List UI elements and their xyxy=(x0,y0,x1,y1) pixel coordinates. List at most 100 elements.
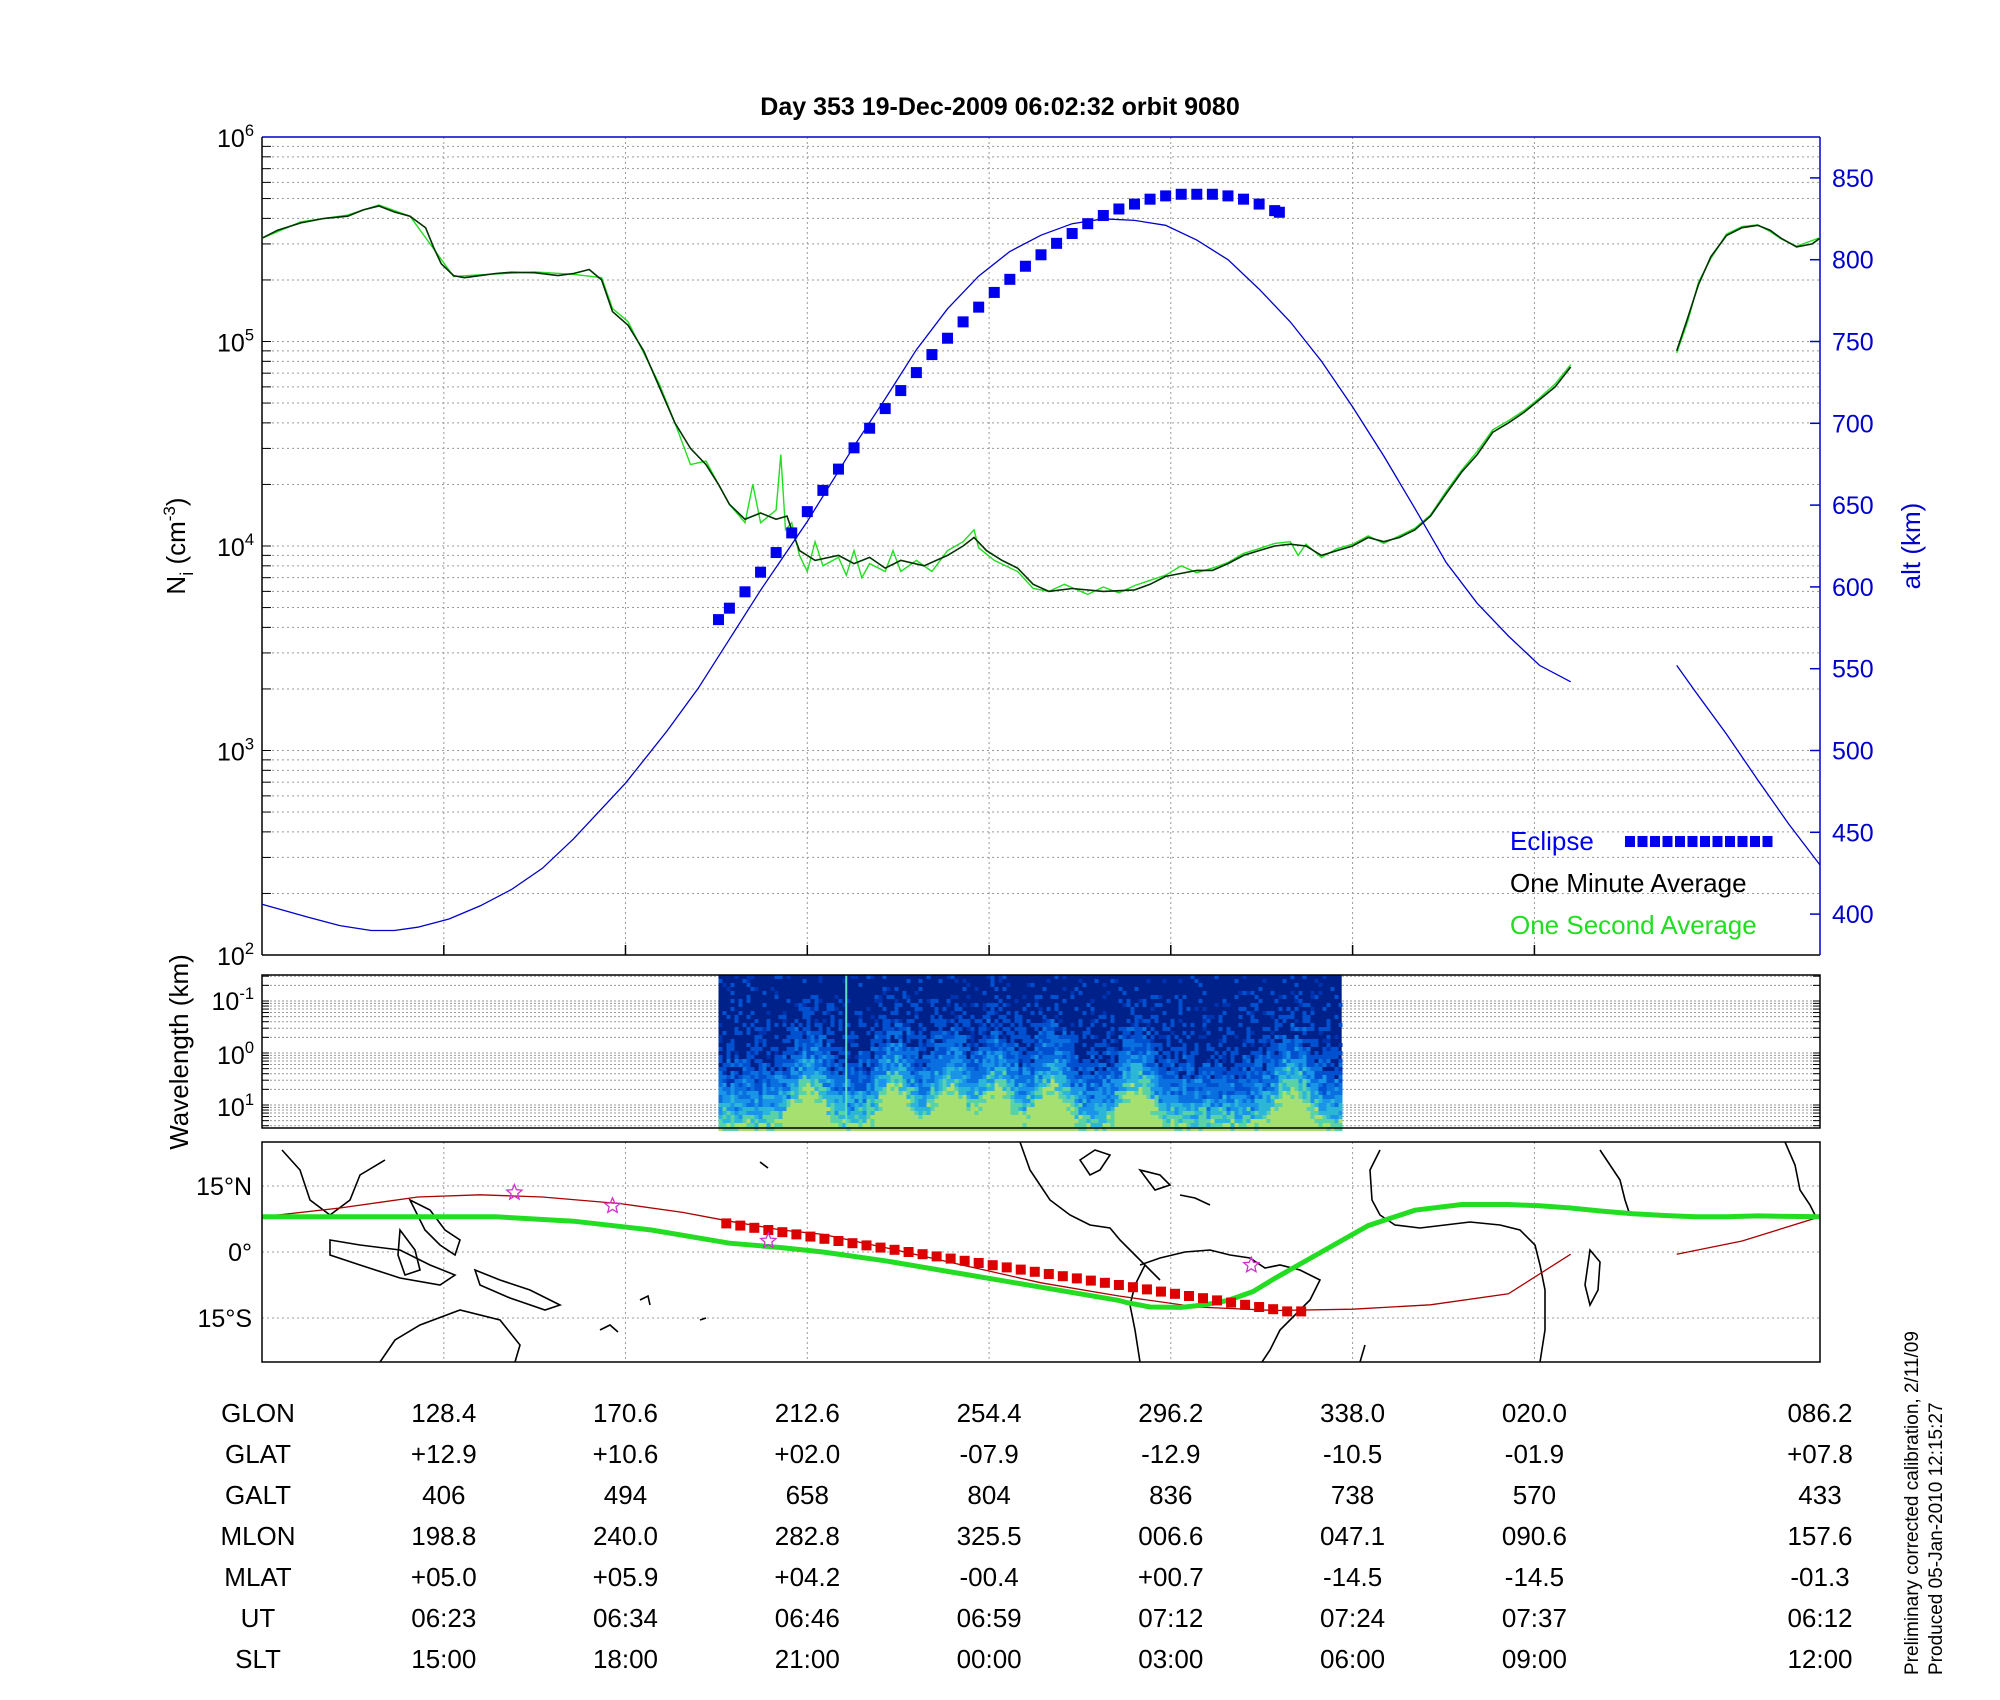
spectrogram-cell xyxy=(766,1107,771,1111)
spectrogram-cell xyxy=(938,1031,943,1035)
spectrogram-cell xyxy=(1106,1043,1111,1047)
spectrogram-cell xyxy=(1018,1091,1023,1095)
spectrogram-cell xyxy=(1074,1107,1079,1111)
spectrogram-cell xyxy=(1258,1039,1263,1043)
spectrogram-cell xyxy=(954,1023,959,1027)
spectrogram-cell xyxy=(838,1051,843,1055)
spectrogram-cell xyxy=(734,1115,739,1119)
spectrogram-cell xyxy=(1030,1039,1035,1043)
spectrogram-cell xyxy=(982,1095,987,1099)
spectrogram-cell xyxy=(1018,1055,1023,1059)
spectrogram-cell xyxy=(894,1111,899,1115)
spectrogram-cell xyxy=(874,1019,879,1023)
spectrogram-cell xyxy=(1306,1087,1311,1091)
spectrogram-cell xyxy=(742,1115,747,1119)
spectrogram-cell xyxy=(1082,1107,1087,1111)
spectrogram-cell xyxy=(930,1043,935,1047)
spectrogram-frame xyxy=(261,974,1821,1129)
spectrogram-cell xyxy=(1146,979,1151,983)
spectrogram-cell xyxy=(826,1075,831,1079)
spectrogram-cell xyxy=(986,1051,991,1055)
spectrogram-cell xyxy=(894,1051,899,1055)
spectrogram-cell xyxy=(830,1091,835,1095)
spectrogram-cell xyxy=(998,999,1003,1003)
spectrogram-cell xyxy=(1102,1087,1107,1091)
spectrogram-cell xyxy=(1122,1123,1127,1127)
spectrogram-cell xyxy=(730,1115,735,1119)
spectrogram-cell xyxy=(998,1071,1003,1075)
spectrogram-cell xyxy=(842,1123,847,1127)
spectrogram-cell xyxy=(830,1099,835,1103)
spectrogram-cell xyxy=(890,1115,895,1119)
eclipse-marker xyxy=(1082,218,1094,230)
spectrogram-cell xyxy=(950,1047,955,1051)
spectrogram-cell xyxy=(1206,1083,1211,1087)
spectrogram-cell xyxy=(1134,1071,1139,1075)
spectrogram-cell xyxy=(1218,1071,1223,1075)
spectrogram-cell xyxy=(914,1067,919,1071)
spectrogram-cell xyxy=(974,1003,979,1007)
spectrogram-cell xyxy=(1250,1015,1255,1019)
spectrogram-cell xyxy=(1118,1123,1123,1127)
spectrogram-cell xyxy=(1250,1087,1255,1091)
spectrogram-cell xyxy=(966,1083,971,1087)
spectrogram-cell xyxy=(746,1015,751,1019)
spectrogram-cell xyxy=(978,1039,983,1043)
spectrogram-cell xyxy=(1306,1111,1311,1115)
spectrogram-cell xyxy=(802,1051,807,1055)
spectrogram-cell xyxy=(1126,1079,1131,1083)
spectrogram-cell xyxy=(1214,1067,1219,1071)
spectrogram-cell xyxy=(1246,1079,1251,1083)
spectrogram-cell xyxy=(1318,1071,1323,1075)
spectrogram-cell xyxy=(1286,1067,1291,1071)
spectrogram-cell xyxy=(858,1091,863,1095)
spectrogram-cell xyxy=(958,1043,963,1047)
spectrogram-cell xyxy=(1070,1059,1075,1063)
spectrogram-cell xyxy=(1158,1059,1163,1063)
spectrogram-cell xyxy=(1078,1099,1083,1103)
spectrogram-cell xyxy=(874,1067,879,1071)
spectrogram-cell xyxy=(1278,1119,1283,1123)
spectrogram-cell xyxy=(1066,1095,1071,1099)
spectrogram-cell xyxy=(1302,1031,1307,1035)
spectrogram-cell xyxy=(858,1123,863,1127)
spectrogram-cell xyxy=(890,1051,895,1055)
spectrogram-cell xyxy=(906,1079,911,1083)
spectrogram-cell xyxy=(902,1115,907,1119)
spectrogram-cell xyxy=(806,1103,811,1107)
eclipse-track-marker xyxy=(1071,1273,1082,1284)
spectrogram-cell xyxy=(1294,1095,1299,1099)
spectrogram-cell xyxy=(954,1107,959,1111)
spectrogram-cell xyxy=(1150,1071,1155,1075)
spectrogram-cell xyxy=(1330,1075,1335,1079)
spectrogram-cell xyxy=(1266,1095,1271,1099)
spectrogram-cell xyxy=(838,1059,843,1063)
spectrogram-cell xyxy=(790,1115,795,1119)
spectrogram-cell xyxy=(1318,1119,1323,1123)
spectrogram-cell xyxy=(742,1063,747,1067)
spectrogram-cell xyxy=(822,1055,827,1059)
spectrogram-cell xyxy=(782,1071,787,1075)
spectrogram-cell xyxy=(1086,1111,1091,1115)
spectrogram-cell xyxy=(1054,1099,1059,1103)
spectrogram-cell xyxy=(1230,1075,1235,1079)
spectrogram-cell xyxy=(1334,1119,1339,1123)
spectrogram-cell xyxy=(782,1055,787,1059)
spectrogram-cell xyxy=(938,1083,943,1087)
spectrogram-cell xyxy=(954,1079,959,1083)
spectrogram-cell xyxy=(1002,1127,1007,1131)
spectrogram-cell xyxy=(1206,1123,1211,1127)
spectrogram-cell xyxy=(882,1063,887,1067)
spectrogram-cell xyxy=(1338,1059,1343,1063)
spectrogram-cell xyxy=(1126,1071,1131,1075)
spectrogram-cell xyxy=(1106,1083,1111,1087)
spectrogram-cell xyxy=(990,1083,995,1087)
spectrogram-cell xyxy=(894,1031,899,1035)
spectrogram-cell xyxy=(858,1071,863,1075)
spectrogram-cell xyxy=(994,1039,999,1043)
spectrogram-cell xyxy=(746,1067,751,1071)
spectrogram-cell xyxy=(1230,1091,1235,1095)
spectrogram-cell xyxy=(1058,1047,1063,1051)
spectrogram-cell xyxy=(1298,1071,1303,1075)
spectrogram-cell xyxy=(794,1111,799,1115)
